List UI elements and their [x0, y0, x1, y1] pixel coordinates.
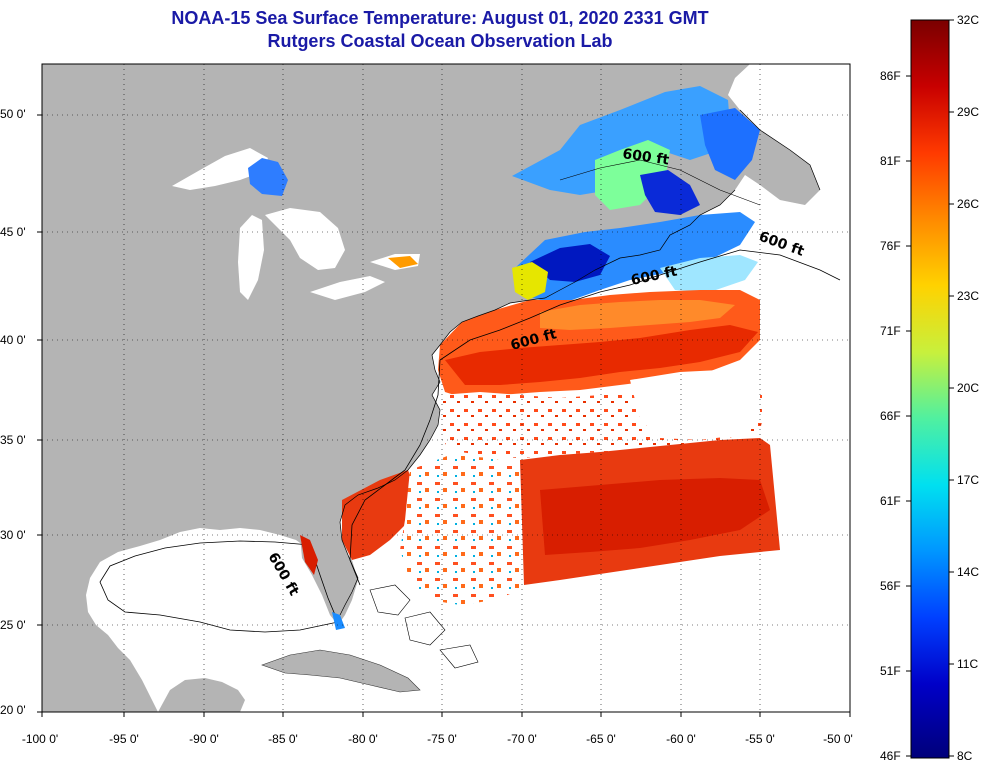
colorbar-f-86: 86F [880, 69, 901, 83]
keys-sst [332, 612, 345, 630]
graticule [42, 64, 850, 712]
lat-label-35: 35 0' [0, 433, 26, 447]
lake-erie [310, 276, 385, 300]
lake-ontario [370, 254, 420, 270]
colorbar-c-23: 23C [957, 289, 980, 303]
lon-label-95: -95 0' [109, 732, 139, 746]
lake-michigan [238, 215, 264, 300]
colorbar-c-14: 14C [957, 565, 980, 579]
colorbar-c-20: 20C [957, 381, 980, 395]
lat-label-45: 45 0' [0, 225, 26, 239]
frame-ticks [37, 114, 851, 717]
bahamas-outline [369, 584, 479, 669]
lon-label-55: -55 0' [745, 732, 775, 746]
map-subtitle: Rutgers Coastal Ocean Observation Lab [267, 31, 613, 51]
cloud-white-east [630, 368, 760, 440]
colorbar-c-17: 17C [957, 473, 980, 487]
cloud-band [440, 380, 765, 458]
lon-label-50: -50 0' [823, 732, 853, 746]
colorbar-c-29: 29C [957, 105, 980, 119]
sargasso-swath [520, 438, 780, 585]
colorbar-c-32: 32C [957, 13, 980, 27]
colorbar-c-26: 26C [957, 197, 980, 211]
st-lawrence-gulf [512, 86, 730, 195]
contour-label-3: 600 ft [630, 263, 679, 288]
land-florida [300, 535, 358, 625]
colorbar-f-71: 71F [880, 324, 901, 338]
florida-gulf-sst [300, 535, 318, 575]
lat-label-30: 30 0' [0, 528, 26, 542]
lon-label-65: -65 0' [586, 732, 616, 746]
contour-label-2: 600 ft [757, 229, 807, 260]
colorbar-f-51: 51F [880, 664, 901, 678]
colorbar [910, 19, 950, 759]
lake-superior [172, 148, 268, 190]
contour-label-1: 600 ft [621, 146, 670, 168]
land-yucatan [158, 678, 245, 712]
colorbar-ticks [906, 19, 954, 757]
shelf-contour-gulf-stlawrence [559, 159, 761, 206]
lon-label-75: -75 0' [427, 732, 457, 746]
map-frame [41, 63, 851, 713]
land-north-america [42, 64, 820, 712]
st-lawrence-cold [640, 170, 700, 215]
shelf-contour-north [439, 249, 841, 361]
colorbar-f-66: 66F [880, 409, 901, 423]
lat-label-40: 40 0' [0, 333, 26, 347]
land-cuba [261, 649, 421, 693]
gulf-of-maine-sst [515, 212, 755, 302]
lon-label-85: -85 0' [268, 732, 298, 746]
maine-coast-warm [512, 262, 548, 300]
lat-label-20: 20 0' [0, 703, 26, 717]
scotian-cool [660, 255, 758, 292]
colorbar-f-56: 56F [880, 579, 901, 593]
lat-label-50: 50 0' [0, 107, 26, 121]
colorbar-c-8: 8C [957, 749, 973, 763]
colorbar-f-81: 81F [880, 154, 901, 168]
gulf-contour [99, 540, 339, 633]
contour-label-4: 600 ft [509, 326, 559, 354]
lon-label-70: -70 0' [507, 732, 537, 746]
lat-label-25: 25 0' [0, 618, 26, 632]
lon-label-90: -90 0' [189, 732, 219, 746]
lon-label-100: -100 0' [21, 732, 59, 746]
colorbar-f-46: 46F [880, 749, 901, 763]
map-title: NOAA-15 Sea Surface Temperature: August … [171, 8, 709, 28]
colorbar-f-76: 76F [880, 239, 901, 253]
lake-superior-sst [248, 158, 288, 196]
shelf-contour-south [349, 359, 441, 586]
gulf-of-maine-cold [530, 244, 610, 282]
st-lawrence-gulf-warm [595, 140, 670, 210]
colorbar-c-11: 11C [957, 657, 979, 671]
sargasso-swath-red [540, 478, 770, 555]
gulf-stream-hot [445, 325, 758, 385]
south-atlantic-bight-sst [342, 470, 415, 560]
lon-label-60: -60 0' [666, 732, 696, 746]
contour-label-5: 600 ft [265, 550, 302, 599]
newfoundland-shelf [700, 108, 760, 180]
us-coastline [339, 109, 821, 616]
mid-atlantic-warm [438, 290, 760, 400]
colorbar-f-61: 61F [880, 494, 901, 508]
lake-ontario-sst [388, 256, 418, 268]
lon-label-80: -80 0' [348, 732, 378, 746]
cloud-south [400, 455, 520, 605]
lake-huron [265, 208, 345, 270]
slope-water-orange [540, 300, 735, 330]
